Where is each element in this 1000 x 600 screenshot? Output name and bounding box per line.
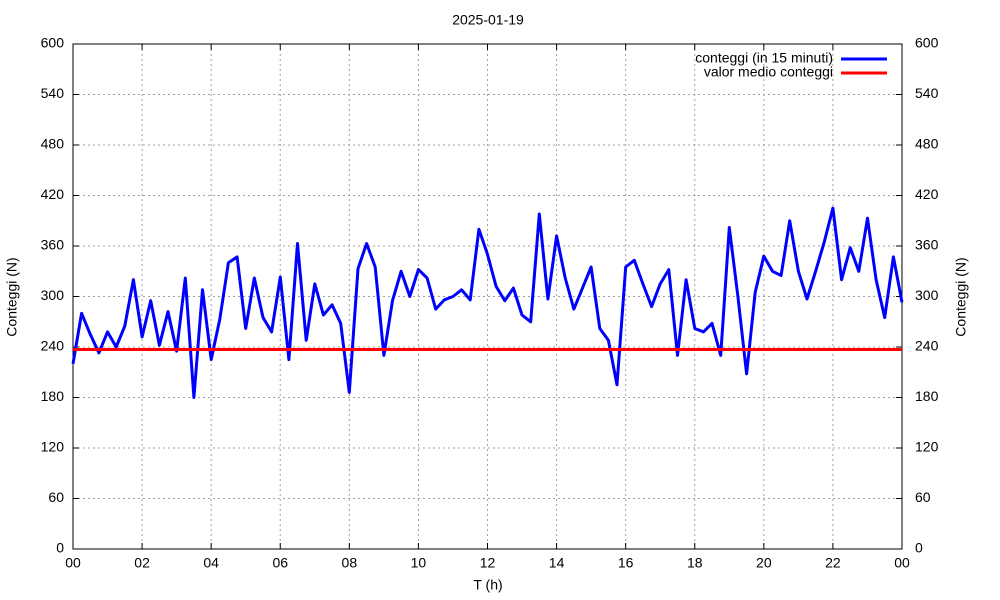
chart-title: 2025-01-19 [452, 12, 524, 28]
y-tick-label: 360 [41, 237, 65, 253]
y2-tick-label: 540 [915, 85, 939, 101]
y2-tick-label: 300 [915, 287, 939, 303]
x-tick-label: 10 [411, 555, 427, 571]
x-tick-label: 00 [894, 555, 910, 571]
y-tick-label: 480 [41, 136, 65, 152]
y-tick-label: 0 [56, 540, 64, 556]
x-tick-label: 12 [480, 555, 496, 571]
x-tick-label: 14 [549, 555, 565, 571]
x-tick-label: 00 [65, 555, 81, 571]
y2-tick-label: 0 [915, 540, 923, 556]
y-tick-label: 540 [41, 85, 65, 101]
y-tick-label: 300 [41, 287, 65, 303]
legend-label: conteggi (in 15 minuti) [695, 50, 833, 66]
x-tick-label: 06 [272, 555, 288, 571]
y-tick-label: 240 [41, 338, 65, 354]
y2-tick-label: 480 [915, 136, 939, 152]
y2-tick-label: 600 [915, 35, 939, 51]
x-tick-label: 22 [825, 555, 841, 571]
y2-tick-label: 180 [915, 388, 939, 404]
x-tick-label: 04 [203, 555, 219, 571]
x-axis-label: T (h) [473, 577, 502, 593]
x-tick-label: 16 [618, 555, 634, 571]
y2-tick-label: 120 [915, 439, 939, 455]
y-tick-label: 60 [48, 489, 64, 505]
x-tick-label: 02 [134, 555, 150, 571]
y2-tick-label: 240 [915, 338, 939, 354]
y2-tick-label: 420 [915, 186, 939, 202]
y-tick-label: 180 [41, 388, 65, 404]
y2-tick-label: 360 [915, 237, 939, 253]
x-tick-label: 20 [756, 555, 772, 571]
x-tick-label: 18 [687, 555, 703, 571]
x-tick-label: 08 [342, 555, 358, 571]
legend-label: valor medio conteggi [704, 64, 833, 80]
y2-tick-label: 60 [915, 489, 931, 505]
y-tick-label: 600 [41, 35, 65, 51]
y-tick-label: 120 [41, 439, 65, 455]
y-tick-label: 420 [41, 186, 65, 202]
y-axis-label: Conteggi (N) [4, 257, 20, 336]
data-line [71, 206, 904, 399]
y2-axis-label: Conteggi (N) [953, 257, 969, 336]
